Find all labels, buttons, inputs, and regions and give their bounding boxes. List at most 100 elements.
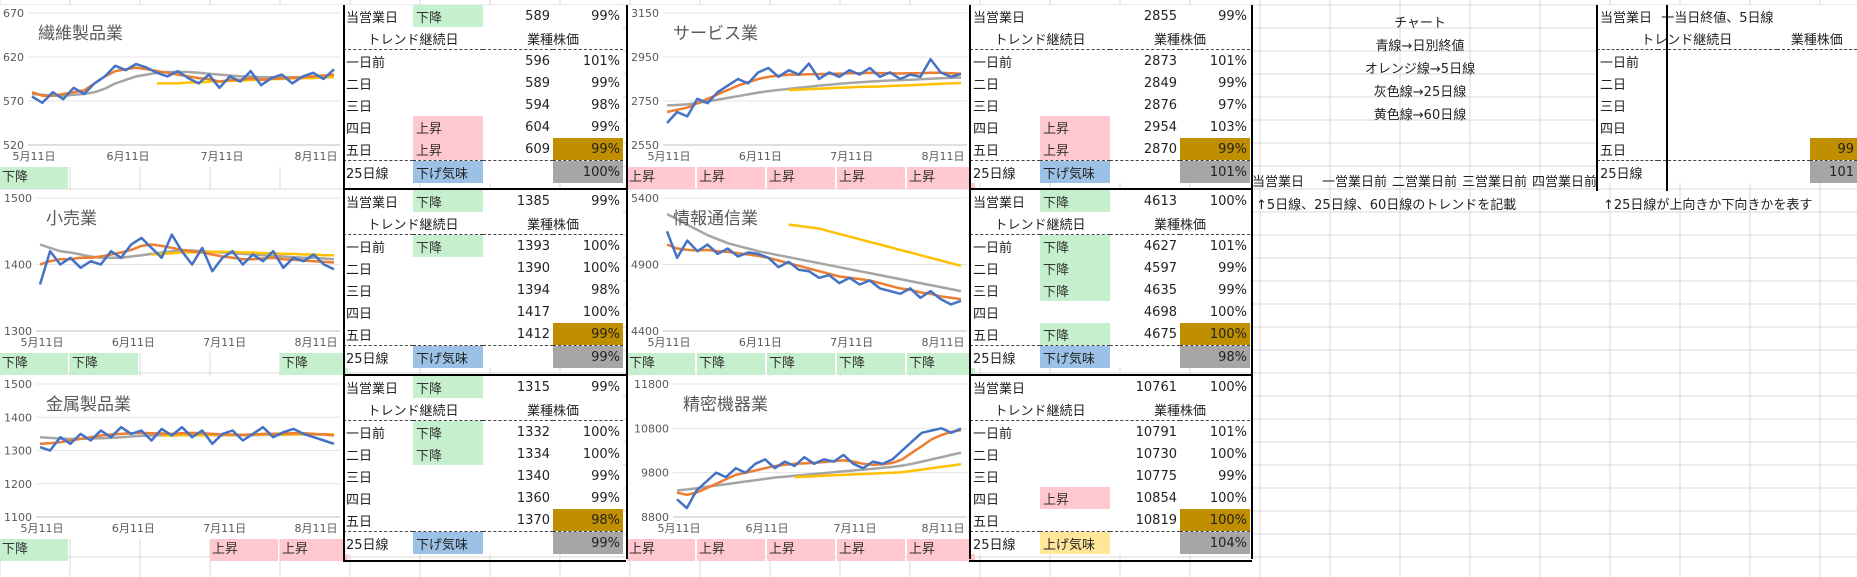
today-price[interactable]: 2855 bbox=[1143, 8, 1177, 24]
ma25-trend[interactable]: 下げ気味 bbox=[1040, 160, 1110, 183]
day-pct[interactable]: 99% bbox=[1218, 468, 1247, 484]
day-trend[interactable] bbox=[413, 50, 483, 73]
today-label[interactable]: 当営業日 bbox=[346, 381, 399, 397]
day-pct[interactable]: 103% bbox=[1209, 119, 1247, 135]
day-trend[interactable]: 下降 bbox=[413, 443, 483, 465]
day-pct[interactable]: 99% bbox=[553, 323, 623, 346]
ma25-trend[interactable] bbox=[1658, 160, 1777, 183]
day-trend[interactable] bbox=[413, 323, 483, 346]
day-label[interactable]: 二日 bbox=[346, 262, 373, 278]
day-price[interactable]: 10819 bbox=[1135, 512, 1177, 528]
day-label[interactable]: 五日 bbox=[973, 328, 1000, 344]
day-price[interactable]: 2876 bbox=[1143, 97, 1177, 113]
today-pct[interactable]: 100% bbox=[1209, 193, 1247, 209]
day-pct[interactable]: 101% bbox=[1209, 238, 1247, 254]
today-trend[interactable] bbox=[1040, 5, 1110, 27]
day-price[interactable] bbox=[1777, 138, 1810, 161]
day-price[interactable]: 604 bbox=[525, 119, 550, 135]
ma25-pct[interactable]: 100% bbox=[553, 160, 623, 183]
day-label[interactable]: 二日 bbox=[1600, 77, 1627, 93]
ma25-label[interactable]: 25日線 bbox=[970, 531, 1040, 554]
day-trend[interactable]: 下降 bbox=[1040, 257, 1110, 279]
day-pct[interactable]: 100% bbox=[582, 424, 620, 440]
day-price[interactable]: 1334 bbox=[516, 446, 550, 462]
day-pct[interactable] bbox=[1810, 116, 1857, 138]
day-price[interactable]: 4675 bbox=[1143, 326, 1177, 342]
day-trend[interactable] bbox=[1658, 116, 1776, 138]
chart-5[interactable]: 5400 4900 4400 5月11日 6月11日 7月11日 8月11日 情報通信業 bbox=[627, 190, 970, 353]
day-label[interactable]: 一日前 bbox=[346, 55, 386, 71]
day-trend[interactable] bbox=[413, 94, 483, 116]
day-price[interactable]: 1340 bbox=[516, 468, 550, 484]
day-trend[interactable] bbox=[413, 72, 483, 94]
day-trend[interactable] bbox=[1040, 50, 1110, 73]
today-trend[interactable] bbox=[1040, 376, 1110, 398]
day-price[interactable]: 1360 bbox=[516, 490, 550, 506]
today-pct[interactable]: 99% bbox=[591, 193, 620, 209]
day-label[interactable]: 三日 bbox=[973, 470, 1000, 486]
day-trend[interactable] bbox=[413, 257, 483, 279]
day-trend[interactable] bbox=[413, 301, 483, 323]
day-pct[interactable]: 100% bbox=[1180, 509, 1250, 532]
day-price[interactable]: 10854 bbox=[1135, 490, 1177, 506]
day-price[interactable]: 1390 bbox=[516, 260, 550, 276]
day-price[interactable]: 594 bbox=[525, 97, 550, 113]
today-label[interactable]: 当営業日 bbox=[346, 10, 399, 26]
chart-4[interactable]: 3150 2950 2750 2550 5月11日 6月11日 7月11日 8月11日 サービス… bbox=[627, 5, 970, 167]
day-label[interactable]: 二日 bbox=[973, 448, 1000, 464]
day-price[interactable]: 2849 bbox=[1143, 75, 1177, 91]
day-trend[interactable] bbox=[1040, 72, 1110, 94]
ma25-pct[interactable]: 98% bbox=[1180, 345, 1250, 368]
day-price[interactable]: 10791 bbox=[1135, 424, 1177, 440]
day-pct[interactable]: 100% bbox=[1209, 490, 1247, 506]
today-price[interactable]: 1385 bbox=[516, 193, 550, 209]
day-label[interactable]: 三日 bbox=[973, 284, 1000, 300]
day-pct[interactable]: 98% bbox=[553, 509, 623, 532]
day-price[interactable]: 2954 bbox=[1143, 119, 1177, 135]
day-pct[interactable]: 100% bbox=[582, 238, 620, 254]
day-label[interactable]: 一日前 bbox=[973, 240, 1013, 256]
day-label[interactable]: 三日 bbox=[346, 284, 373, 300]
day-label[interactable]: 四日 bbox=[346, 492, 373, 508]
day-trend[interactable] bbox=[413, 487, 483, 509]
day-label[interactable]: 一日前 bbox=[346, 240, 386, 256]
ma25-label[interactable]: 25日線 bbox=[970, 160, 1040, 183]
ma25-pct[interactable]: 99% bbox=[553, 531, 623, 554]
ma25-pct[interactable]: 101% bbox=[1180, 160, 1250, 183]
chart-2[interactable]: 1500 1400 1300 5月11日 6月11日 7月11日 8月11日 小売業 bbox=[0, 190, 343, 353]
ma25-trend[interactable]: 下げ気味 bbox=[413, 160, 483, 183]
day-trend[interactable] bbox=[413, 509, 483, 532]
day-trend[interactable]: 上昇 bbox=[1040, 116, 1110, 138]
today-pct[interactable]: 99% bbox=[1218, 8, 1247, 24]
day-label[interactable]: 一日前 bbox=[973, 426, 1013, 442]
day-label[interactable]: 一日前 bbox=[973, 55, 1013, 71]
day-label[interactable]: 三日 bbox=[346, 99, 373, 115]
day-label[interactable]: 三日 bbox=[346, 470, 373, 486]
today-label[interactable]: 当営業日 bbox=[973, 10, 1026, 26]
day-pct[interactable]: 99% bbox=[553, 138, 623, 161]
day-price[interactable]: 10730 bbox=[1135, 446, 1177, 462]
day-pct[interactable]: 99% bbox=[591, 75, 620, 91]
day-pct[interactable]: 100% bbox=[582, 446, 620, 462]
chart-1[interactable]: 670 620 570 520 5月11日 6月11日 7月11日 8月11日 繊維製品業 bbox=[0, 5, 343, 167]
day-price[interactable]: 2873 bbox=[1143, 53, 1177, 69]
ma25-trend[interactable]: 上げ気味 bbox=[1040, 531, 1110, 554]
day-label[interactable]: 一日前 bbox=[1600, 55, 1640, 71]
day-trend[interactable]: 下降 bbox=[1040, 234, 1110, 257]
today-trend[interactable]: 下降 bbox=[413, 376, 483, 398]
day-label[interactable]: 四日 bbox=[346, 121, 373, 137]
today-label[interactable]: 当営業日 bbox=[346, 195, 399, 211]
ma25-label[interactable]: 25日線 bbox=[1597, 160, 1659, 183]
day-trend[interactable] bbox=[1040, 443, 1110, 465]
day-price[interactable]: 1417 bbox=[516, 304, 550, 320]
day-trend[interactable]: 下降 bbox=[1040, 279, 1110, 301]
chart-3[interactable]: 1500 1400 1300 1200 1100 5月11日 6月11日 7月11日 8月11日… bbox=[0, 376, 343, 539]
day-label[interactable]: 四日 bbox=[973, 121, 1000, 137]
day-pct[interactable]: 99% bbox=[591, 490, 620, 506]
day-label[interactable]: 四日 bbox=[346, 306, 373, 322]
day-pct[interactable] bbox=[1810, 94, 1857, 116]
day-pct[interactable]: 101% bbox=[582, 53, 620, 69]
ma25-label[interactable]: 25日線 bbox=[343, 531, 413, 554]
day-trend[interactable] bbox=[1658, 94, 1776, 116]
day-price[interactable] bbox=[1777, 50, 1810, 73]
